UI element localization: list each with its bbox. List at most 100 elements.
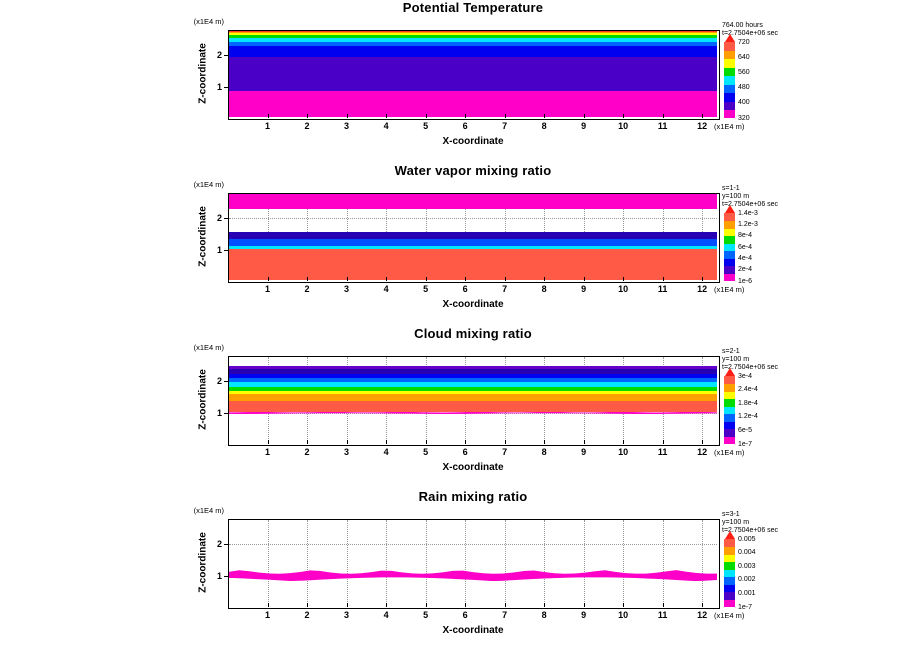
x-tick-label: 2 (304, 447, 310, 457)
annotation-line: t=2.7504e+06 sec (722, 201, 779, 208)
x-tick-label: 8 (541, 284, 547, 294)
x-tick-label: 9 (581, 284, 587, 294)
grid-line (662, 520, 664, 606)
x-tick-label: 10 (618, 610, 629, 620)
x-tick-mark (504, 277, 506, 281)
contour-band (229, 248, 717, 280)
x-tick-mark (583, 440, 585, 444)
x-tick-label: 4 (383, 121, 389, 131)
grid-line (386, 520, 388, 606)
x-tick-label: 9 (581, 610, 587, 620)
colorbar-tick-label: 0.001 (738, 589, 756, 597)
annotation-line: y=100 m (722, 356, 750, 363)
colorbar-cell (724, 584, 735, 593)
grid-line (346, 520, 348, 606)
x-tick-mark (702, 440, 704, 444)
contour-band (229, 231, 717, 240)
contour-band (229, 394, 717, 401)
x-tick-mark (346, 440, 348, 444)
colorbar-tick-label: 8e-4 (738, 232, 753, 240)
contour-band (229, 194, 717, 210)
contour-band (229, 378, 717, 383)
panel-title: Cloud mixing ratio (414, 326, 532, 341)
x-axis-label: X-coordinate (442, 136, 504, 147)
colorbar-tick-label: 0.002 (738, 576, 756, 584)
annotation-line: t=2.7504e+06 sec (722, 527, 779, 534)
x-tick-mark (307, 440, 308, 444)
x-tick-label: 11 (657, 284, 668, 294)
colorbar-cell (724, 92, 735, 102)
x-tick-mark (267, 440, 269, 444)
x-tick-label: 12 (697, 610, 708, 620)
y-units-label: (x1E4 m) (193, 343, 224, 352)
colorbar-cell (724, 413, 735, 422)
x-tick-mark (702, 114, 704, 118)
colorbar-cell (724, 591, 735, 600)
x-tick-mark (346, 114, 348, 118)
colorbar-cell (724, 599, 735, 608)
colorbar-cell (724, 576, 735, 585)
x-tick-mark (386, 114, 388, 118)
x-tick-mark (702, 277, 704, 281)
colorbar-cell (724, 228, 735, 237)
colorbar-cell (724, 243, 735, 252)
x-units-label: (x1E4 m) (714, 122, 745, 131)
x-units-label: (x1E4 m) (714, 448, 745, 457)
x-tick-label: 4 (383, 610, 389, 620)
colorbar-cell (724, 546, 735, 555)
x-tick-mark (346, 277, 348, 281)
colorbar-tick-label: 0.004 (738, 549, 756, 557)
x-tick-label: 4 (383, 284, 389, 294)
colorbar-cell (724, 84, 735, 94)
x-tick-mark (662, 603, 664, 607)
grid-line (583, 520, 585, 606)
y-axis-label: Z-coordinate (197, 369, 209, 430)
contour-band (229, 56, 717, 92)
y-axis-label: Z-coordinate (197, 43, 209, 104)
x-units-label: (x1E4 m) (714, 611, 745, 620)
z-tick-mark (224, 55, 229, 57)
x-tick-mark (702, 603, 704, 607)
panel-title: Water vapor mixing ratio (394, 163, 552, 178)
colorbar-cell (724, 258, 735, 267)
x-tick-label: 7 (502, 121, 508, 131)
colorbar-tick-label: 720 (738, 38, 750, 46)
z-tick-mark (224, 249, 229, 251)
grid-line (544, 520, 546, 606)
x-tick-label: 1 (264, 121, 270, 131)
colorbar-cell (724, 250, 735, 259)
x-tick-mark (346, 603, 348, 607)
colorbar-tick-label: 1.8e-4 (738, 399, 758, 407)
colorbar-cell (724, 67, 735, 77)
colorbar-cell (724, 273, 735, 282)
colorbar-tick-label: 6e-5 (738, 426, 753, 434)
x-tick-mark (267, 114, 269, 118)
colorbar-tick-label: 3e-4 (738, 372, 753, 380)
x-tick-mark (583, 277, 585, 281)
colorbar-cell (724, 75, 735, 85)
colorbar-cell (724, 42, 735, 51)
x-tick-label: 8 (541, 121, 547, 131)
colorbar-cell (724, 436, 735, 445)
colorbar-tick-label: 480 (738, 84, 750, 92)
colorbar-cell (724, 391, 735, 400)
x-tick-label: 4 (383, 447, 389, 457)
x-tick-label: 1 (264, 610, 270, 620)
contour-band (229, 400, 717, 412)
x-tick-label: 7 (502, 447, 508, 457)
x-tick-label: 12 (697, 284, 708, 294)
grid-line (229, 544, 717, 546)
x-tick-label: 9 (581, 121, 587, 131)
x-tick-mark (504, 440, 506, 444)
z-tick-mark (224, 86, 229, 88)
x-tick-label: 6 (462, 121, 468, 131)
colorbar-cell (724, 220, 735, 229)
contour-band (229, 31, 717, 33)
x-tick-label: 2 (304, 284, 310, 294)
x-tick-mark (425, 603, 427, 607)
colorbar-cell (724, 101, 735, 110)
x-tick-mark (267, 277, 269, 281)
colorbar-tick-label: 1.2e-3 (738, 220, 758, 228)
colorbar-tick-label: 560 (738, 68, 750, 76)
x-tick-label: 2 (304, 121, 310, 131)
